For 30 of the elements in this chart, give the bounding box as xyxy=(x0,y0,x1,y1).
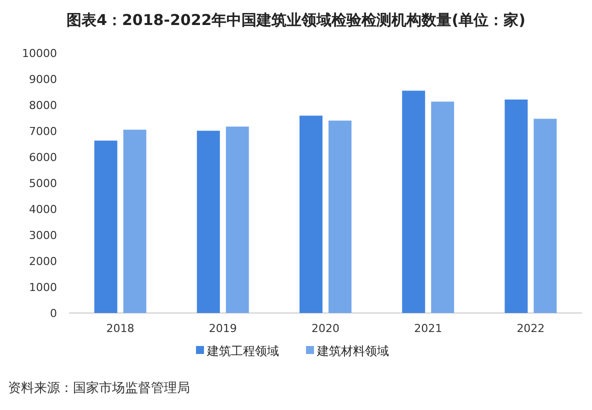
y-tick-label: 10000 xyxy=(22,47,57,60)
bar xyxy=(226,126,249,313)
bar xyxy=(328,120,352,313)
y-tick-label: 1000 xyxy=(29,281,57,294)
bar xyxy=(504,100,528,313)
y-tick-label: 4000 xyxy=(29,203,57,216)
bar xyxy=(196,130,220,313)
legend-label: 建筑材料领域 xyxy=(316,344,389,358)
x-tick-label: 2021 xyxy=(414,322,442,335)
bar xyxy=(431,102,454,313)
y-tick-label: 2000 xyxy=(29,255,57,268)
y-tick-label: 8000 xyxy=(29,99,57,112)
y-tick-label: 5000 xyxy=(29,177,57,190)
bar xyxy=(300,116,322,313)
legend-label: 建筑工程领域 xyxy=(206,344,279,358)
text: 资料来源：国家市场监督管理局 xyxy=(8,380,190,396)
x-tick-label: 2018 xyxy=(106,322,134,335)
bar xyxy=(534,118,557,313)
bar xyxy=(123,130,146,313)
y-tick-label: 6000 xyxy=(29,151,57,164)
y-tick-label: 9000 xyxy=(29,73,57,86)
x-tick-label: 2022 xyxy=(516,322,545,335)
y-tick-label: 0 xyxy=(50,307,57,320)
bar xyxy=(402,90,426,313)
y-tick-label: 7000 xyxy=(29,125,57,138)
x-tick-label: 2020 xyxy=(312,322,340,335)
y-tick-label: 3000 xyxy=(29,229,57,242)
bar xyxy=(94,140,118,313)
x-tick-label: 2019 xyxy=(208,322,237,335)
chart-title: 图表4：2018-2022年中国建筑业领域检验检测机构数量(单位：家) xyxy=(66,11,526,29)
